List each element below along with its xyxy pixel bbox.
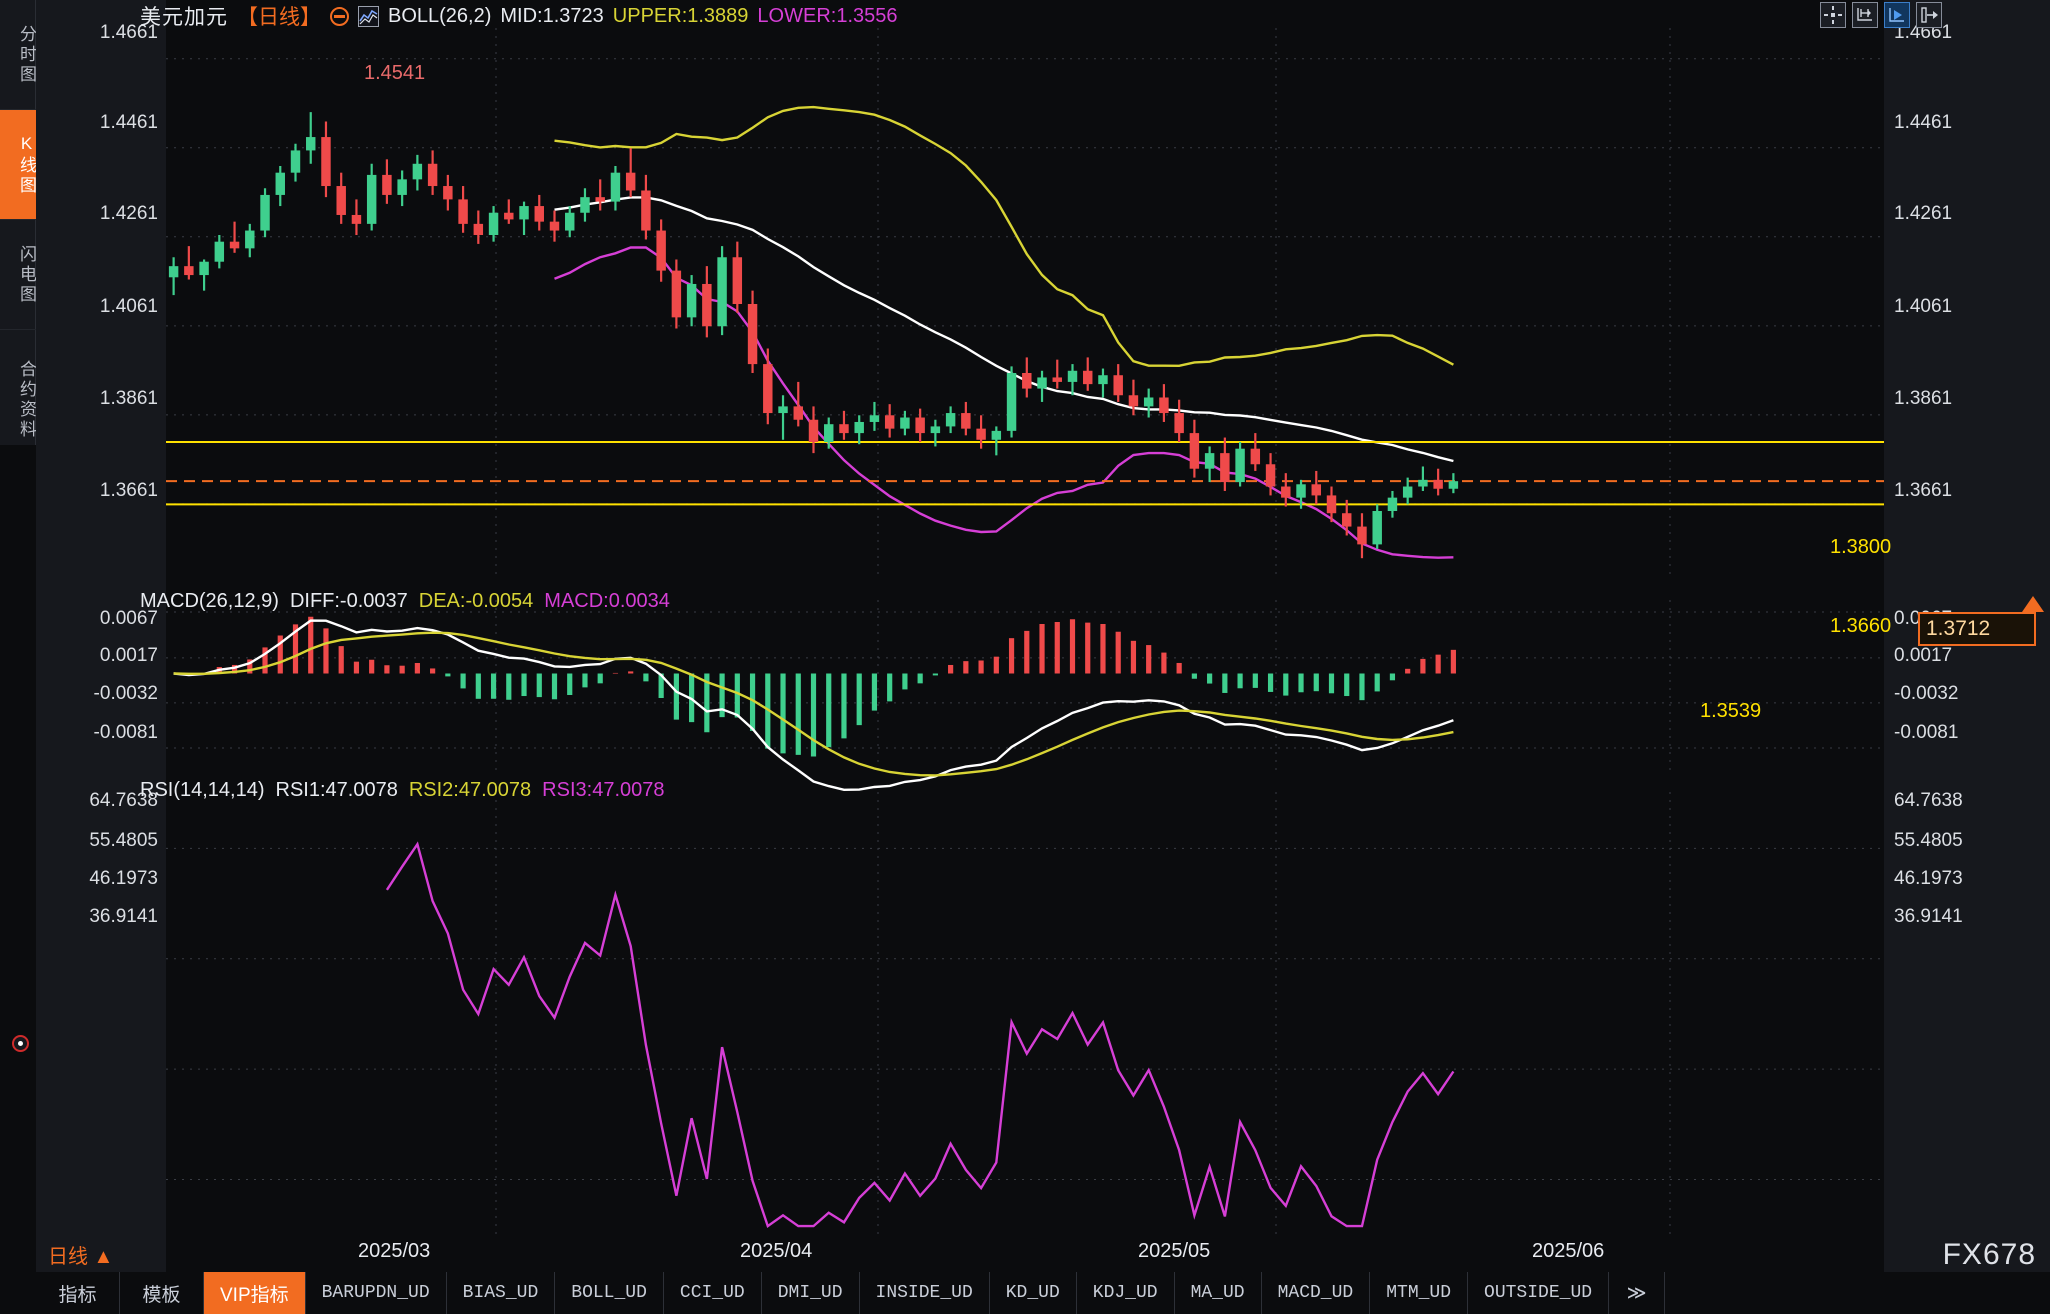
price-tick: 1.4461 xyxy=(99,112,158,133)
chart-plot-area[interactable] xyxy=(166,0,1884,1314)
macd-tick: -0.0032 xyxy=(93,683,158,704)
price-tick: 1.3861 xyxy=(99,388,158,409)
price-tick: 1.4661 xyxy=(99,22,158,43)
boll-lower-value: LOWER:1.3556 xyxy=(757,4,898,27)
period-toggle[interactable]: 日线 ▲ xyxy=(48,1246,114,1268)
tb-outside-ud[interactable]: OUTSIDE_UD xyxy=(1468,1272,1610,1314)
tb-more[interactable]: ≫ xyxy=(1609,1272,1666,1314)
current-price-tag[interactable]: 1.3712 xyxy=(1918,612,2036,646)
price-tick: 1.4261 xyxy=(99,203,158,224)
rsi-tick: 64.7638 xyxy=(89,790,158,811)
tb-cci-ud[interactable]: CCI_UD xyxy=(664,1272,762,1314)
tb-template[interactable]: 模板 xyxy=(120,1272,204,1314)
bottom-toolbar: 指标 模板 VIP指标 BARUPDN_UD BIAS_UD BOLL_UD C… xyxy=(36,1272,2050,1314)
record-indicator-icon[interactable] xyxy=(12,1035,29,1052)
price-tick: 1.4261 xyxy=(1894,203,1953,224)
current-price-value: 1.3712 xyxy=(1926,617,1991,640)
sidebar-item-kline[interactable]: K线图 xyxy=(0,110,36,220)
tb-dmi-ud[interactable]: DMI_UD xyxy=(762,1272,860,1314)
rsi-tick: 36.9141 xyxy=(1894,906,1963,927)
rsi2-value: RSI2:47.0078 xyxy=(408,779,532,801)
macd-value: MACD:0.0034 xyxy=(544,590,670,612)
tb-ma-ud[interactable]: MA_UD xyxy=(1175,1272,1262,1314)
tb-barupdn-ud[interactable]: BARUPDN_UD xyxy=(306,1272,447,1314)
macd-dea: DEA:-0.0054 xyxy=(418,590,534,612)
tb-kd-ud[interactable]: KD_UD xyxy=(990,1272,1077,1314)
level-label-lower: 1.3660 xyxy=(1830,615,1892,637)
macd-tick: 0.0067 xyxy=(99,608,158,629)
chart-header: 美元加元 【日线】 BOLL(26,2) MID:1.3723 UPPER:1.… xyxy=(140,3,898,30)
rsi-tick: 55.4805 xyxy=(1894,830,1963,851)
crosshair-move-icon[interactable] xyxy=(1820,2,1846,28)
rsi-title: RSI(14,14,14) xyxy=(140,779,265,801)
macd-header: MACD(26,12,9) DIFF:-0.0037 DEA:-0.0054 M… xyxy=(140,590,670,613)
chart-tool-buttons xyxy=(1820,2,1942,28)
toolbar-spacer xyxy=(1665,1272,2050,1314)
rsi-header: RSI(14,14,14) RSI1:47.0078 RSI2:47.0078 … xyxy=(140,779,665,802)
rsi-tick: 46.1973 xyxy=(1894,868,1963,889)
price-tick: 1.3661 xyxy=(1894,480,1953,501)
date-tick: 2025/05 xyxy=(1138,1240,1211,1262)
scroll-to-end-icon[interactable] xyxy=(1916,2,1942,28)
price-axis-left: 1.4661 1.4461 1.4261 1.4061 1.3861 1.366… xyxy=(36,0,166,1314)
symbol-name: 美元加元 xyxy=(140,6,228,29)
price-tick: 1.3661 xyxy=(99,480,158,501)
tb-indicator[interactable]: 指标 xyxy=(36,1272,120,1314)
brand-watermark: FX678 xyxy=(1942,1238,2036,1271)
high-annotation: 1.4541 xyxy=(364,62,426,84)
date-tick: 2025/03 xyxy=(358,1240,431,1262)
macd-tick: 0.0017 xyxy=(1894,645,1953,666)
tb-bias-ud[interactable]: BIAS_UD xyxy=(447,1272,556,1314)
rsi-tick: 64.7638 xyxy=(1894,790,1963,811)
rsi3-value: RSI3:47.0078 xyxy=(542,779,665,801)
tb-boll-ud[interactable]: BOLL_UD xyxy=(555,1272,664,1314)
price-tick: 1.4061 xyxy=(1894,296,1953,317)
collapse-icon[interactable] xyxy=(330,6,349,26)
macd-tick: -0.0081 xyxy=(93,722,158,743)
tb-mtm-ud[interactable]: MTM_UD xyxy=(1370,1272,1469,1314)
replay-play-icon[interactable] xyxy=(1884,2,1910,28)
rsi1-value: RSI1:47.0078 xyxy=(275,779,398,801)
period-label[interactable]: 【日线】 xyxy=(237,6,321,29)
date-tick: 2025/04 xyxy=(740,1240,813,1262)
rsi-tick: 46.1973 xyxy=(89,868,158,889)
price-tick: 1.3861 xyxy=(1894,388,1953,409)
rsi-tick: 55.4805 xyxy=(89,830,158,851)
measure-range-icon[interactable] xyxy=(1852,2,1878,28)
level-label-upper: 1.3800 xyxy=(1830,536,1892,558)
low-annotation: 1.3539 xyxy=(1700,700,1762,722)
tb-vip-indicator[interactable]: VIP指标 xyxy=(204,1272,306,1314)
tb-kdj-ud[interactable]: KDJ_UD xyxy=(1077,1272,1175,1314)
price-marker-arrow xyxy=(2022,596,2044,612)
indicator-name: BOLL(26,2) xyxy=(388,4,492,27)
sidebar-item-timeshare[interactable]: 分时图 xyxy=(0,0,36,110)
price-tick: 1.4461 xyxy=(1894,112,1953,133)
macd-diff: DIFF:-0.0037 xyxy=(289,590,408,612)
macd-tick: 0.0017 xyxy=(99,645,158,666)
date-tick: 2025/06 xyxy=(1532,1240,1605,1262)
sidebar-item-lightning[interactable]: 闪电图 xyxy=(0,220,36,330)
left-sidebar: 分时图 K线图 闪电图 合约资料 xyxy=(0,0,36,1314)
sidebar-item-contract[interactable]: 合约资料 xyxy=(17,360,36,440)
sidebar-filler xyxy=(0,445,36,1314)
rsi-tick: 36.9141 xyxy=(89,906,158,927)
date-axis: 2025/03 2025/04 2025/05 2025/06 xyxy=(0,1240,2050,1272)
boll-mid-value: MID:1.3723 xyxy=(500,4,604,27)
price-axis-right: 1.4661 1.4461 1.4261 1.4061 1.3861 1.366… xyxy=(1884,0,2050,1314)
boll-upper-value: UPPER:1.3889 xyxy=(612,4,749,27)
macd-tick: -0.0032 xyxy=(1894,683,1959,704)
price-tick: 1.4061 xyxy=(99,296,158,317)
tb-inside-ud[interactable]: INSIDE_UD xyxy=(860,1272,990,1314)
chart-canvas xyxy=(166,0,1884,1314)
macd-tick: -0.0081 xyxy=(1894,722,1959,743)
indicator-chart-icon[interactable] xyxy=(358,5,379,27)
macd-title: MACD(26,12,9) xyxy=(140,590,279,612)
tb-macd-ud[interactable]: MACD_UD xyxy=(1262,1272,1371,1314)
